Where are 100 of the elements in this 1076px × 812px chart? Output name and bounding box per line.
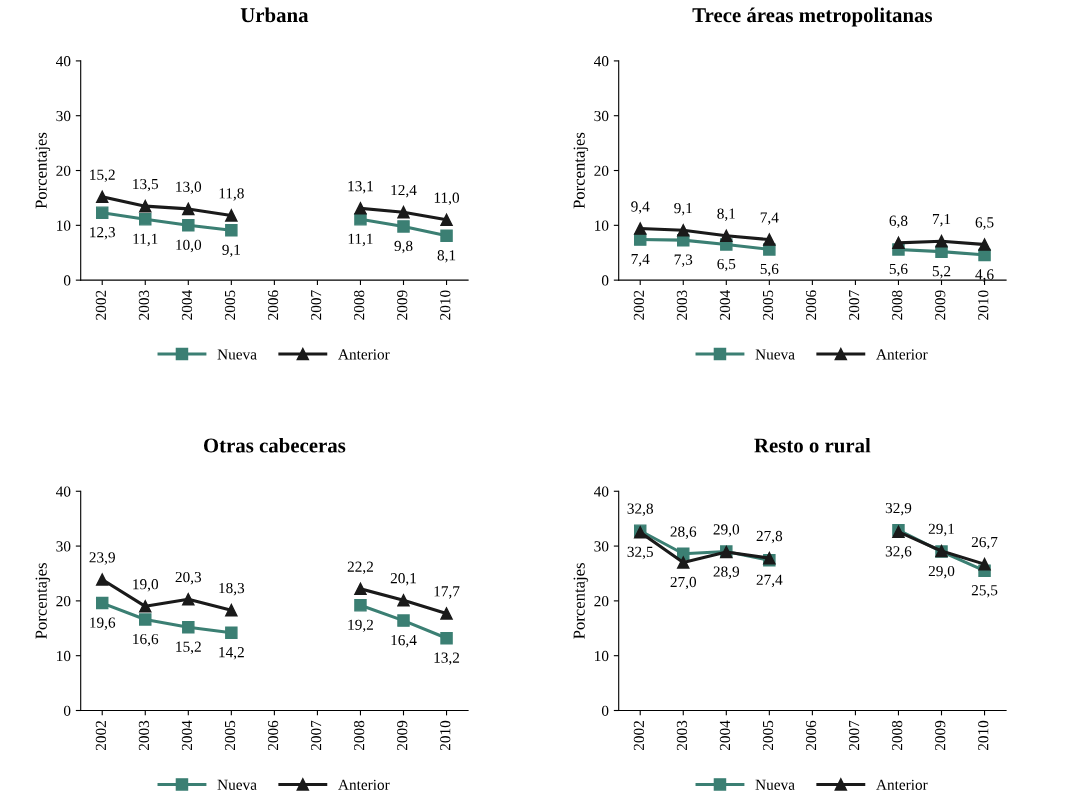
data-label: 13,1 [348,181,373,194]
x-tick-label: 2007 [310,290,322,320]
point [139,213,152,226]
data-label: 32,6 [885,546,912,559]
data-label: 29,0 [713,524,740,537]
y-tick-label: 30 [594,541,609,552]
data-label: 32,5 [627,546,653,560]
y-tick-label: 30 [56,541,71,552]
legend-label: Nueva [217,349,257,360]
legend-label: Anterior [876,779,928,790]
data-label: 11,8 [219,188,244,201]
x-tick-label: 2008 [891,290,903,320]
point [139,613,152,626]
point [440,213,453,227]
data-label: 6,5 [717,258,736,272]
point [397,614,410,627]
data-label: 28,6 [670,526,697,539]
data-label: 12,4 [391,184,417,198]
y-tick-label: 0 [63,705,71,716]
data-label: 7,4 [760,212,779,225]
x-tick-label: 2005 [762,290,774,320]
x-tick-label: 2009 [935,720,946,751]
x-tick-label: 2010 [440,720,451,751]
data-label: 11,0 [434,192,460,206]
point [440,229,453,242]
data-label: 7,1 [932,214,951,227]
data-label: 10,0 [176,239,202,253]
y-tick-label: 20 [594,596,609,607]
point [95,190,109,204]
point [225,626,238,639]
point [95,573,109,586]
x-tick-label: 2008 [353,290,365,320]
data-label: 9,4 [631,201,650,214]
x-tick-label: 2009 [935,290,946,320]
x-tick-label: 2007 [310,720,322,751]
y-tick-label: 40 [56,56,71,67]
point [397,205,410,219]
x-tick-label: 2010 [978,290,989,320]
data-label: 7,3 [674,254,693,267]
data-label: 11,1 [133,233,158,247]
data-label: 27,4 [756,574,783,588]
point [935,234,948,248]
data-label: 19,0 [133,579,159,592]
y-tick-label: 20 [56,165,71,176]
point [354,202,367,215]
point [763,233,776,246]
point [139,600,152,613]
x-tick-label: 2004 [181,720,193,751]
data-label: 14,2 [219,647,244,660]
x-tick-label: 2005 [762,720,774,751]
y-tick-label: 40 [594,56,609,67]
data-label: 22,2 [347,561,373,575]
y-tick-label: 40 [56,486,71,497]
y-tick-label: 10 [595,650,609,662]
legend-label: Anterior [338,349,390,360]
point [440,607,453,620]
data-label: 6,5 [975,217,994,230]
x-tick-label: 2010 [440,290,451,320]
y-tick-label: 10 [57,650,71,662]
data-label: 25,5 [971,585,998,598]
y-tick-label: 40 [594,486,609,497]
chart-title: Urbana [240,7,309,23]
x-tick-label: 2006 [805,720,817,751]
point [182,202,195,216]
data-label: 27,8 [756,530,783,544]
x-tick-label: 2006 [267,720,279,751]
data-label: 15,2 [176,641,201,655]
x-tick-label: 2003 [138,290,150,320]
legend-label: Nueva [755,349,795,360]
data-label: 12,3 [90,227,115,240]
x-tick-label: 2004 [719,290,731,320]
data-label: 29,0 [928,565,955,579]
y-tick-label: 10 [595,220,609,231]
x-tick-label: 2008 [353,720,365,751]
data-label: 4,6 [975,269,994,282]
x-tick-label: 2004 [181,290,193,320]
x-tick-label: 2003 [676,720,688,751]
point [354,582,367,596]
point [225,209,238,222]
chart-title: Resto o rural [754,437,871,453]
point [935,245,948,258]
chart-title: Trece áreas metropolitanas [692,7,933,27]
data-label: 18,3 [219,582,245,596]
y-axis-title: Porcentajes [573,563,589,639]
point [182,620,195,634]
data-label: 26,7 [971,536,998,550]
y-tick-label: 20 [594,165,609,176]
x-tick-label: 2007 [848,290,860,320]
data-label: 13,2 [434,652,460,665]
y-axis-title: Porcentajes [35,132,51,209]
data-label: 19,2 [348,619,373,633]
data-label: 15,2 [90,169,115,183]
data-label: 13,0 [176,181,202,195]
data-label: 5,6 [889,263,908,277]
x-tick-label: 2002 [95,721,107,751]
data-label: 5,2 [932,266,951,279]
data-label: 16,4 [391,634,417,648]
y-tick-label: 0 [601,705,609,716]
data-label: 23,9 [89,552,115,565]
data-label: 27,0 [670,576,697,590]
